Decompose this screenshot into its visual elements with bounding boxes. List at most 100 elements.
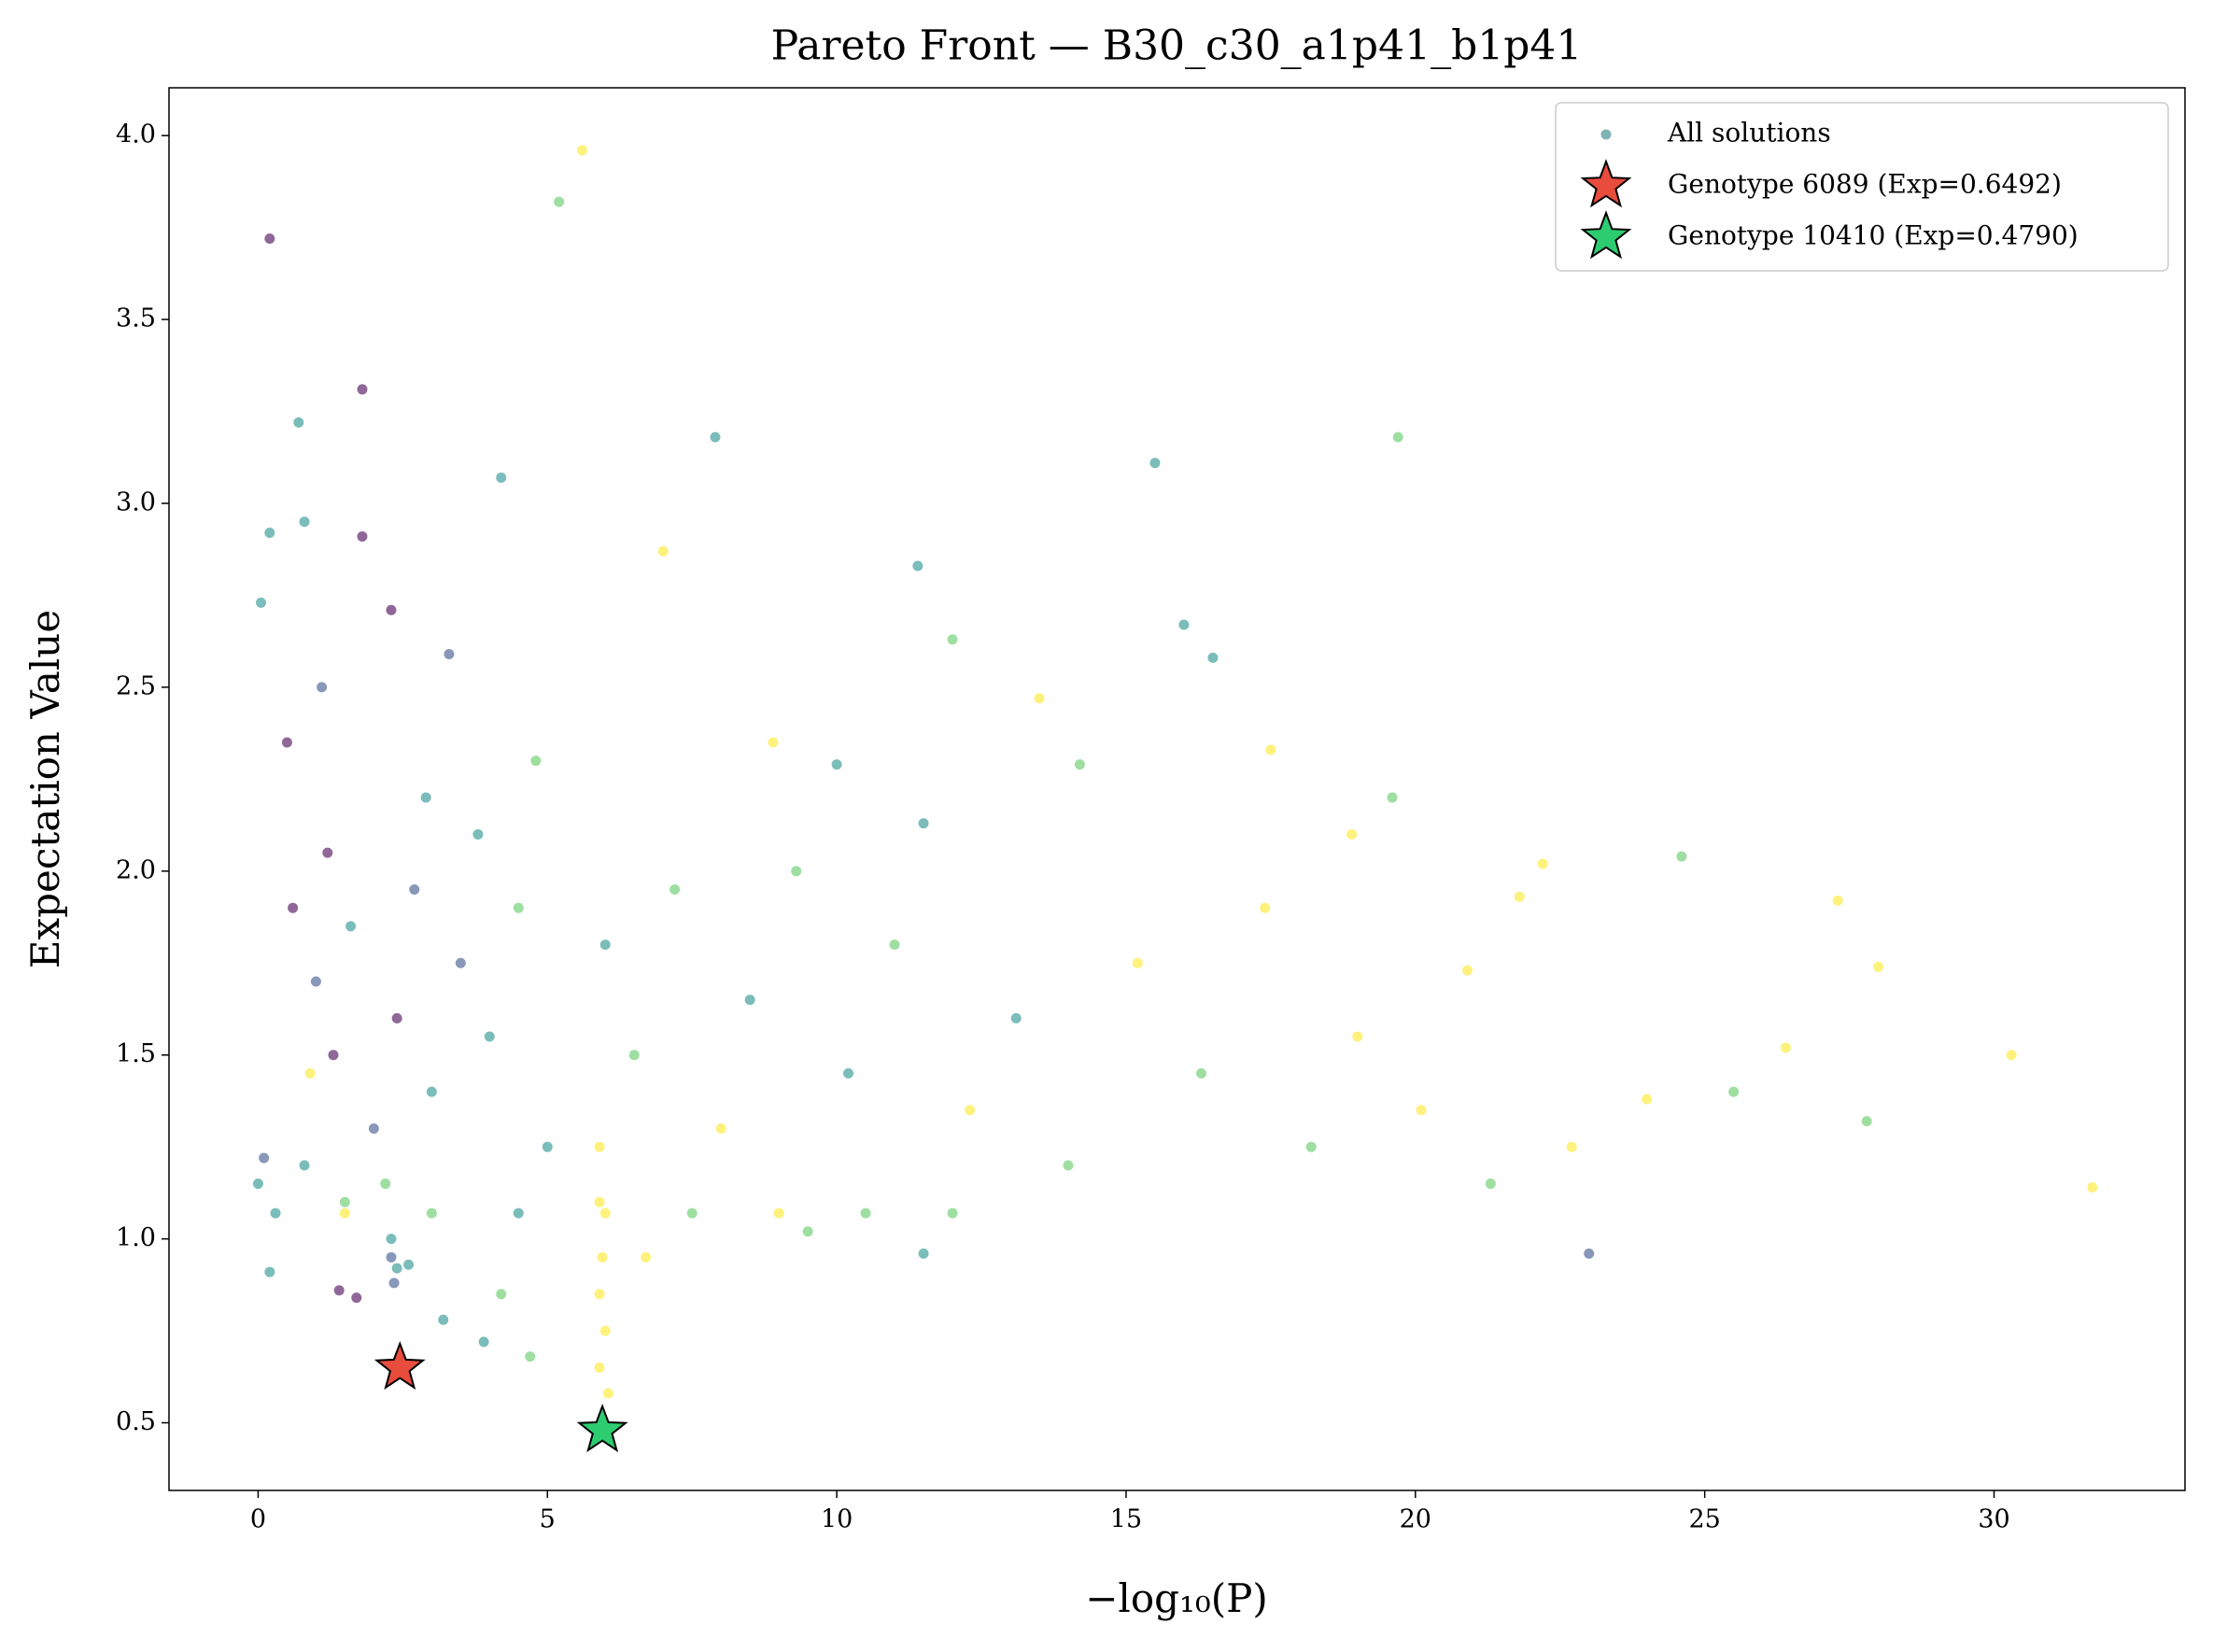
scatter-point xyxy=(773,1207,784,1219)
scatter-point xyxy=(317,682,328,693)
scatter-point xyxy=(1537,858,1548,869)
scatter-point xyxy=(1074,759,1085,770)
scatter-point xyxy=(299,1160,310,1171)
scatter-point xyxy=(339,1207,350,1219)
scatter-point xyxy=(444,648,455,659)
scatter-point xyxy=(576,145,587,156)
x-tick-label: 5 xyxy=(540,1505,556,1534)
scatter-point xyxy=(513,1207,524,1219)
scatter-point xyxy=(554,196,565,207)
y-tick-label: 3.5 xyxy=(116,304,156,333)
scatter-point xyxy=(831,759,842,770)
scatter-point xyxy=(259,1152,270,1164)
scatter-point xyxy=(409,884,420,896)
scatter-point xyxy=(264,1266,275,1278)
y-tick-label: 2.0 xyxy=(116,855,156,884)
scatter-point xyxy=(322,847,333,858)
scatter-point xyxy=(388,1278,400,1289)
scatter-point xyxy=(1566,1141,1577,1152)
scatter-point xyxy=(1034,693,1045,704)
scatter-point xyxy=(1010,1012,1022,1024)
scatter-point xyxy=(1196,1067,1207,1079)
scatter-point xyxy=(270,1207,281,1219)
scatter-point xyxy=(594,1141,605,1152)
scatter-point xyxy=(1728,1086,1740,1097)
scatter-point xyxy=(420,792,431,803)
scatter-point xyxy=(860,1207,871,1219)
scatter-point xyxy=(1149,458,1161,469)
scatter-point xyxy=(496,472,507,483)
scatter-point xyxy=(438,1314,449,1325)
scatter-point xyxy=(256,597,267,608)
scatter-point xyxy=(1063,1160,1074,1171)
scatter-point xyxy=(530,755,542,767)
scatter-point xyxy=(455,957,466,968)
x-tick-label: 0 xyxy=(250,1505,266,1534)
scatter-point xyxy=(525,1351,536,1363)
scatter-point xyxy=(1873,961,1884,972)
scatter-point xyxy=(252,1179,263,1190)
plot-area xyxy=(252,145,2098,1453)
scatter-point xyxy=(328,1050,339,1061)
scatter-point xyxy=(599,1207,611,1219)
legend-marker xyxy=(1580,210,1632,260)
x-tick-label: 25 xyxy=(1688,1505,1720,1534)
scatter-point xyxy=(310,976,321,987)
scatter-point xyxy=(1676,851,1687,862)
scatter-point xyxy=(599,939,611,951)
scatter-point xyxy=(597,1251,608,1263)
scatter-point xyxy=(1346,828,1358,840)
scatter-point xyxy=(1260,902,1271,913)
scatter-point xyxy=(264,233,275,244)
scatter-point xyxy=(599,1325,611,1336)
scatter-point xyxy=(602,1388,613,1399)
scatter-point xyxy=(339,1196,350,1207)
x-tick-label: 10 xyxy=(821,1505,853,1534)
scatter-point xyxy=(472,828,484,840)
scatter-point xyxy=(641,1251,652,1263)
scatter-point xyxy=(918,818,929,829)
scatter-point xyxy=(918,1248,929,1259)
scatter-point xyxy=(1780,1042,1791,1053)
scatter-point xyxy=(710,431,721,443)
scatter-point xyxy=(594,1289,605,1300)
y-axis-label: Expectation Value xyxy=(22,610,68,968)
scatter-point xyxy=(1132,957,1143,968)
scatter-point xyxy=(386,604,397,615)
scatter-point xyxy=(391,1263,402,1274)
scatter-point xyxy=(965,1105,976,1116)
scatter-point xyxy=(670,884,681,896)
scatter-point xyxy=(744,995,755,1006)
scatter-point xyxy=(1485,1179,1496,1190)
highlight-star xyxy=(576,1403,628,1453)
scatter-point xyxy=(426,1086,437,1097)
scatter-point xyxy=(657,545,669,557)
scatter-point xyxy=(594,1362,605,1373)
scatter-point xyxy=(386,1234,397,1245)
x-tick-label: 30 xyxy=(1978,1505,2009,1534)
y-tick-label: 0.5 xyxy=(116,1407,156,1436)
scatter-point xyxy=(391,1012,402,1024)
scatter-point xyxy=(628,1050,640,1061)
scatter-point xyxy=(912,560,923,572)
legend-label: Genotype 10410 (Exp=0.4790) xyxy=(1668,220,2079,251)
scatter-point xyxy=(1387,792,1398,803)
scatter-point xyxy=(1178,619,1190,630)
scatter-point xyxy=(1832,895,1843,906)
scatter-point xyxy=(380,1179,391,1190)
scatter-point xyxy=(1462,965,1473,976)
x-tick-label: 20 xyxy=(1400,1505,1431,1534)
scatter-point xyxy=(478,1336,489,1348)
scatter-point xyxy=(1642,1094,1653,1105)
legend-box xyxy=(1555,102,2169,272)
scatter-point xyxy=(1207,652,1219,663)
scatter-point xyxy=(1305,1141,1317,1152)
scatter-point xyxy=(264,528,275,539)
scatter-point xyxy=(1514,891,1525,902)
scatter-point xyxy=(1265,744,1276,755)
scatter-point xyxy=(288,902,299,913)
scatter-point xyxy=(299,516,310,528)
legend-marker xyxy=(1580,159,1632,208)
y-tick-label: 4.0 xyxy=(116,120,156,149)
y-tick-label: 1.0 xyxy=(116,1223,156,1252)
